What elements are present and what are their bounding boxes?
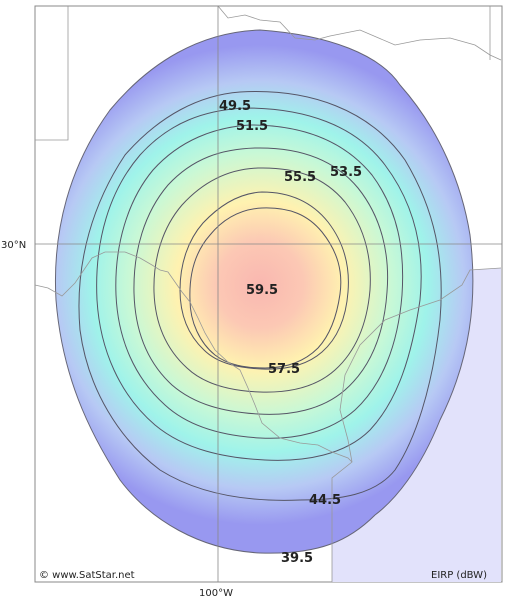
border-lines bbox=[34, 5, 502, 582]
contour-lines bbox=[78, 91, 442, 501]
contour-59-5 bbox=[189, 207, 342, 369]
state-line-left bbox=[35, 6, 69, 141]
contour-label-57-5: 57.5 bbox=[268, 362, 300, 377]
contour-label-44-5: 44.5 bbox=[309, 493, 341, 508]
latitude-label: 30°N bbox=[1, 240, 26, 251]
contour-55-5 bbox=[153, 167, 371, 393]
coverage-footprint bbox=[54, 29, 474, 554]
copyright-label: © www.SatStar.net bbox=[39, 570, 135, 581]
contour-label-49-5: 49.5 bbox=[219, 99, 251, 114]
contour-label-51-5: 51.5 bbox=[236, 119, 268, 134]
contour-49-5 bbox=[96, 107, 422, 461]
contour-51-5 bbox=[115, 124, 404, 439]
contour-44-5 bbox=[78, 91, 442, 501]
contour-53-5 bbox=[133, 147, 389, 415]
contour-57-5 bbox=[179, 191, 349, 370]
contour-label-55-5: 55.5 bbox=[284, 170, 316, 185]
unit-label: EIRP (dBW) bbox=[431, 570, 487, 581]
us-mexico-border bbox=[34, 251, 353, 463]
contour-label-59-5: 59.5 bbox=[246, 283, 278, 298]
coastline bbox=[331, 267, 502, 582]
state-line-top bbox=[217, 5, 502, 61]
contour-label-53-5: 53.5 bbox=[330, 165, 362, 180]
longitude-label: 100°W bbox=[199, 588, 233, 599]
contour-label-39-5: 39.5 bbox=[281, 551, 313, 566]
